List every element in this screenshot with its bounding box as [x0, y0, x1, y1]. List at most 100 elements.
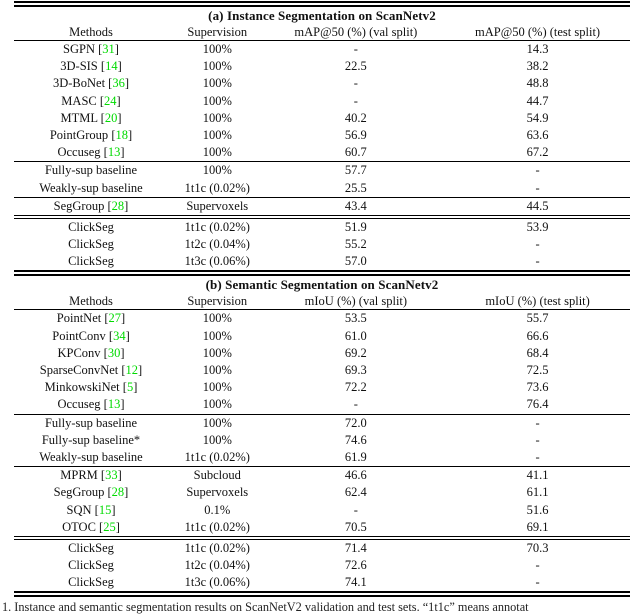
supervision-cell: 100% — [202, 42, 232, 56]
method-cell: KPConv [30] — [57, 345, 125, 360]
section-rule — [14, 535, 630, 540]
method-cell: MTML [20] — [60, 110, 122, 125]
val-split-cell: - — [353, 42, 358, 56]
method-cell: Weakly-sup baseline — [14, 180, 168, 197]
method-cell: Weakly-sup baseline — [14, 449, 168, 466]
citation-link[interactable]: 33 — [105, 468, 118, 483]
test-split-cell: 67.2 — [526, 145, 549, 160]
method-name: Weakly-sup baseline — [39, 180, 143, 195]
supervision-cell: Subcloud — [193, 468, 241, 483]
test-split-cell: - — [535, 432, 540, 447]
table-row: PointNet [27] 100% 53.5 55.7 — [14, 310, 630, 327]
column-header-row: Methods Supervision mIoU (%) (val split) mI… — [14, 293, 630, 309]
header-rule — [14, 309, 630, 311]
test-split-cell: 41.1 — [526, 468, 549, 483]
supervision-cell: 100% — [202, 311, 232, 326]
supervision-cell: 1t1c (0.02%) — [184, 219, 250, 234]
method-name: ClickSeg — [68, 558, 114, 573]
citation-link[interactable]: 13 — [107, 397, 121, 412]
supervision-cell: Supervoxels — [186, 485, 249, 500]
method-name: SQN — [66, 502, 92, 517]
method-name: Occuseg — [57, 145, 101, 160]
method-name: MTML — [60, 110, 98, 125]
citation-link[interactable]: 31 — [102, 42, 115, 56]
method-cell: ClickSeg — [14, 540, 168, 557]
table-row: 3D-SIS [14] 100% 22.5 38.2 — [14, 58, 630, 75]
method-cell: 3D-SIS [14] — [60, 59, 122, 74]
citation-link[interactable]: 36 — [112, 76, 125, 91]
table-row: ClickSeg 1t1c (0.02%) 71.4 70.3 — [14, 540, 630, 557]
citation-link[interactable]: 14 — [105, 59, 118, 74]
citation-link[interactable]: 5 — [126, 380, 134, 395]
method-name: SparseConvNet — [39, 363, 119, 377]
method-name: Occuseg — [57, 397, 101, 412]
val-split-cell: 72.0 — [344, 415, 367, 430]
val-split-cell: 53.5 — [344, 311, 367, 326]
table-row: SparseConvNet [12] 100% 69.3 72.5 — [14, 362, 630, 379]
method-name: ClickSeg — [68, 219, 114, 234]
method-cell: Fully-sup baseline* — [14, 432, 168, 449]
table-row: ClickSeg 1t3c (0.06%) 57.0 - — [14, 253, 630, 270]
table-row: SGPN [31] 100% - 14.3 — [14, 41, 630, 58]
citation-link[interactable]: 20 — [104, 110, 118, 125]
supervision-cell: 1t1c (0.02%) — [184, 540, 250, 555]
test-split-cell: 54.9 — [526, 110, 549, 125]
val-split-cell: 61.9 — [344, 449, 367, 464]
citation-link[interactable]: 28 — [111, 198, 125, 213]
method-cell: Fully-sup baseline — [14, 162, 168, 179]
method-name: ClickSeg — [68, 254, 114, 269]
table-caption: 1. Instance and semantic segmentation re… — [2, 600, 529, 614]
table-row: MPRM [33] Subcloud 46.6 41.1 — [14, 467, 630, 484]
column-header: mIoU (%) (val split) — [304, 294, 408, 309]
val-split-cell: 74.6 — [344, 432, 367, 447]
citation-link[interactable]: 12 — [125, 363, 139, 377]
test-split-cell: - — [535, 163, 540, 178]
supervision-cell: 100% — [202, 76, 232, 91]
val-split-cell: 69.3 — [344, 363, 367, 377]
method-name: Fully-sup baseline — [44, 163, 137, 178]
test-split-cell: 51.6 — [526, 502, 549, 517]
val-split-cell: 69.2 — [344, 345, 367, 360]
method-cell: Fully-sup baseline — [14, 415, 168, 432]
supervision-cell: 100% — [202, 380, 232, 395]
citation-link[interactable]: 27 — [108, 311, 122, 326]
test-split-cell: 14.3 — [526, 42, 549, 56]
test-split-cell: 48.8 — [526, 76, 549, 91]
val-split-cell: 40.2 — [344, 110, 367, 125]
supervision-cell: 100% — [202, 59, 232, 74]
table-bottom-rule — [14, 270, 630, 277]
supervision-cell: 1t1c (0.02%) — [184, 519, 250, 534]
test-split-cell: 55.7 — [526, 311, 549, 326]
method-cell: SegGroup [28] — [53, 485, 129, 500]
test-split-cell: - — [535, 575, 540, 590]
citation-link[interactable]: 28 — [111, 485, 125, 500]
method-cell: MPRM [33] — [60, 468, 122, 483]
citation-link[interactable]: 34 — [113, 328, 126, 343]
column-header: Supervision — [187, 294, 248, 309]
table-row: OTOC [25] 1t1c (0.02%) 70.5 69.1 — [14, 519, 630, 536]
column-header: Methods — [69, 294, 113, 309]
method-name: ClickSeg — [68, 540, 114, 555]
method-cell: SparseConvNet [12] — [39, 363, 143, 377]
val-split-cell: 56.9 — [344, 127, 367, 142]
method-cell: ClickSeg — [14, 236, 168, 253]
citation-link[interactable]: 30 — [107, 345, 121, 360]
method-cell: ClickSeg — [14, 253, 168, 270]
citation-link[interactable]: 18 — [115, 127, 128, 142]
val-split-cell: 72.2 — [344, 380, 367, 395]
supervision-cell: 1t2c (0.04%) — [184, 558, 250, 573]
test-split-cell: 68.4 — [526, 345, 549, 360]
header-rule — [14, 40, 630, 41]
method-cell: PointConv [34] — [52, 328, 130, 343]
test-split-cell: - — [535, 254, 540, 269]
val-split-cell: 62.4 — [344, 485, 367, 500]
citation-link[interactable]: 13 — [107, 145, 121, 160]
column-header: mIoU (%) (test split) — [485, 294, 590, 309]
citation-link[interactable]: 24 — [104, 93, 117, 108]
method-name: Fully-sup baseline — [44, 415, 137, 430]
section-rule — [14, 161, 630, 163]
citation-link[interactable]: 15 — [98, 502, 112, 517]
column-header: mAP@50 (%) (test split) — [475, 25, 601, 39]
method-cell: 3D-BoNet [36] — [52, 76, 130, 91]
citation-link[interactable]: 25 — [103, 519, 116, 534]
